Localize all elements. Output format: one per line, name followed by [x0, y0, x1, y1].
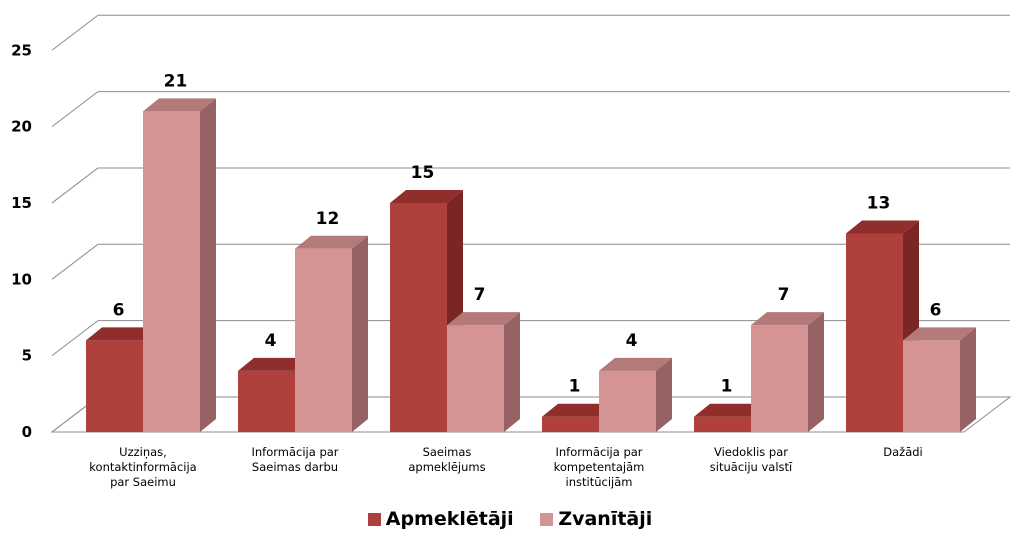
bar-side	[960, 327, 976, 432]
data-label: 6	[930, 300, 942, 320]
bar	[143, 111, 200, 432]
bar	[903, 340, 960, 432]
legend-item-zvanitaji: Zvanītāji	[540, 508, 652, 530]
bar	[694, 417, 751, 432]
data-label: 21	[164, 71, 188, 91]
data-label: 7	[778, 285, 790, 305]
bar	[238, 371, 295, 432]
side-gridline	[52, 244, 98, 279]
bar	[542, 417, 599, 432]
x-category-label: Informācija par Saeimas darbu	[251, 445, 338, 474]
side-gridline	[52, 168, 98, 203]
bar	[846, 233, 903, 432]
bar	[295, 249, 352, 432]
legend: Apmeklētāji Zvanītāji	[0, 508, 1020, 531]
y-tick-label: 0	[22, 423, 32, 441]
legend-swatch	[368, 513, 381, 526]
y-tick-label: 5	[22, 347, 32, 365]
bar-side	[200, 98, 216, 432]
side-gridline	[52, 92, 98, 127]
x-category-label: Viedoklis par situāciju valstī	[710, 445, 793, 474]
bar	[599, 371, 656, 432]
data-label: 15	[411, 163, 435, 183]
bar	[86, 340, 143, 432]
data-label: 4	[626, 331, 638, 351]
bar	[447, 325, 504, 432]
data-label: 13	[867, 193, 891, 213]
x-category-label: Dažādi	[883, 445, 922, 459]
bar-side	[656, 358, 672, 432]
y-tick-label: 25	[11, 41, 32, 59]
data-label: 1	[721, 377, 733, 397]
legend-item-apmekletaji: Apmeklētāji	[368, 508, 514, 530]
x-category-label: Informācija par kompetentajām institūcijām	[554, 445, 645, 489]
data-label: 7	[474, 285, 486, 305]
bar-side	[504, 312, 520, 432]
legend-label: Zvanītāji	[558, 508, 652, 530]
data-label: 1	[569, 377, 581, 397]
legend-label: Apmeklētāji	[386, 508, 514, 530]
bar-side	[352, 236, 368, 432]
y-tick-label: 10	[11, 270, 32, 288]
bar	[751, 325, 808, 432]
x-category-label: Saeimas apmeklējums	[408, 445, 485, 474]
y-tick-label: 20	[11, 118, 32, 136]
data-label: 4	[265, 331, 277, 351]
side-gridline	[52, 15, 98, 50]
y-tick-label: 15	[11, 194, 32, 212]
bar	[390, 203, 447, 432]
bar-side	[808, 312, 824, 432]
data-label: 6	[113, 300, 125, 320]
legend-swatch	[540, 513, 553, 526]
x-category-label: Uzziņas, kontaktinformācija par Saeimu	[89, 445, 196, 489]
data-label: 12	[316, 209, 340, 229]
